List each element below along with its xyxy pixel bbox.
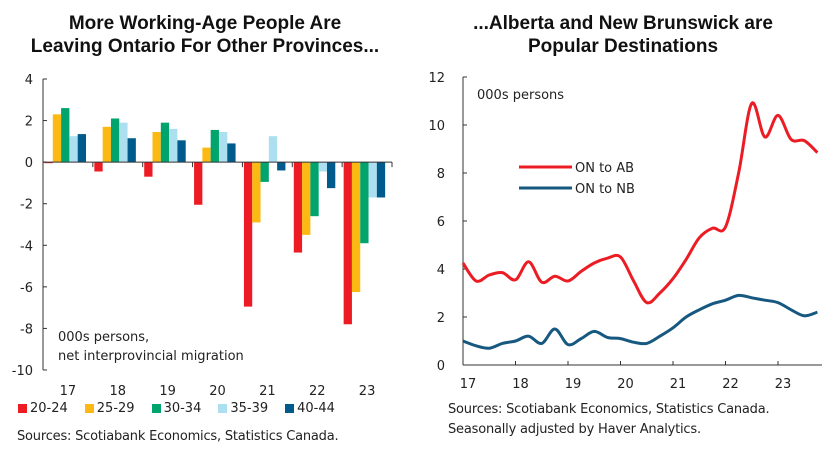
bar-30-34-23 bbox=[360, 162, 369, 244]
bar-35-39-21 bbox=[268, 136, 278, 163]
right-line-chart: 0 2 4 6 8 10 12 17 18 19 20 21 22 23 bbox=[428, 71, 822, 392]
legend-label-on-to-nb: ON to NB bbox=[575, 182, 635, 197]
legend-item: 40-44 bbox=[285, 401, 335, 416]
x-tick-label: 22 bbox=[722, 377, 739, 392]
bar-40-44-17 bbox=[77, 134, 86, 163]
legend-swatch bbox=[218, 404, 228, 413]
bar-20-24-21 bbox=[243, 162, 253, 307]
bar-40-44-19 bbox=[177, 140, 186, 163]
legend-label: 35-39 bbox=[230, 401, 269, 416]
left-annotation-line1: 000s persons, bbox=[58, 330, 149, 345]
legend-label: 30-34 bbox=[163, 401, 202, 416]
y-tick-label: 12 bbox=[428, 71, 445, 86]
y-tick-label: -4 bbox=[20, 239, 33, 254]
bar-20-24-19 bbox=[144, 162, 153, 177]
x-tick-label: 19 bbox=[159, 384, 176, 399]
legend-swatch bbox=[84, 404, 94, 413]
bar-35-39-20 bbox=[218, 132, 228, 163]
x-tick-label: 23 bbox=[359, 384, 376, 399]
legend-item: 30-34 bbox=[151, 401, 202, 416]
bar-20-24-17 bbox=[44, 162, 53, 164]
y-tick-label: 4 bbox=[437, 263, 445, 278]
left-title-line: More Working-Age People Are bbox=[68, 13, 342, 34]
right-title-line: ...Alberta and New Brunswick are bbox=[473, 13, 773, 34]
bar-20-24-18 bbox=[94, 162, 103, 172]
legend-swatch bbox=[151, 404, 161, 413]
y-tick-label: -10 bbox=[12, 364, 33, 379]
bar-35-39-18 bbox=[119, 122, 128, 163]
x-tick-label: 17 bbox=[60, 384, 77, 399]
left-source: Sources: Scotiabank Economics, Statistic… bbox=[17, 429, 339, 444]
bar-35-39-23 bbox=[368, 162, 377, 198]
y-tick-label: 10 bbox=[428, 119, 445, 134]
legend-label: 20-24 bbox=[30, 401, 68, 416]
y-tick-label: -8 bbox=[20, 322, 33, 337]
x-tick-label: 20 bbox=[209, 384, 226, 399]
bar-40-44-21 bbox=[277, 162, 286, 171]
y-tick-label: 4 bbox=[25, 73, 33, 88]
x-tick-label: 21 bbox=[670, 377, 687, 392]
right-annotation: 000s persons bbox=[477, 88, 564, 103]
bar-30-34-18 bbox=[110, 118, 120, 163]
left-annotation-line2: net interprovincial migration bbox=[58, 349, 244, 364]
bar-25-29-21 bbox=[252, 162, 261, 223]
left-chart-title: More Working-Age People Are Leaving Onta… bbox=[0, 12, 410, 58]
bar-40-44-23 bbox=[376, 162, 386, 198]
y-tick-label: -2 bbox=[20, 198, 33, 213]
bar-25-29-20 bbox=[202, 147, 211, 163]
right-chart-title: ...Alberta and New Brunswick are Popular… bbox=[418, 12, 828, 58]
y-tick-label: -6 bbox=[20, 281, 33, 296]
bar-35-39-19 bbox=[169, 128, 178, 163]
right-title-line: Popular Destinations bbox=[527, 36, 719, 57]
bar-25-29-22 bbox=[302, 162, 311, 235]
y-tick-label: 8 bbox=[437, 167, 445, 182]
bar-30-34-19 bbox=[160, 122, 170, 163]
legend-item: 35-39 bbox=[218, 401, 268, 416]
bar-35-39-17 bbox=[69, 136, 78, 163]
legend-label: 25-29 bbox=[96, 401, 135, 416]
bar-20-24-22 bbox=[293, 162, 303, 253]
y-tick-label: 6 bbox=[437, 215, 445, 230]
bar-25-29-17 bbox=[52, 114, 62, 163]
bar-30-34-17 bbox=[61, 108, 70, 163]
bar-25-29-23 bbox=[351, 162, 361, 293]
bar-20-24-23 bbox=[343, 162, 352, 325]
x-tick-label: 17 bbox=[460, 377, 477, 392]
bar-25-29-18 bbox=[102, 126, 111, 163]
left-title-line: Leaving Ontario For Other Provinces... bbox=[30, 36, 380, 57]
y-tick-label: 2 bbox=[25, 115, 33, 130]
left-legend: 20-24 25-29 30-34 35-39 40-44 bbox=[18, 401, 335, 416]
y-tick-label: 2 bbox=[437, 311, 445, 326]
x-tick-label: 22 bbox=[309, 384, 326, 399]
bar-25-29-19 bbox=[152, 132, 161, 163]
x-tick-label: 20 bbox=[617, 377, 634, 392]
right-source-line2: Seasonally adjusted by Haver Analytics. bbox=[448, 422, 701, 437]
line-on-to-ab bbox=[461, 101, 819, 305]
bar-35-39-22 bbox=[318, 162, 327, 172]
line-on-to-nb bbox=[462, 293, 818, 350]
x-tick-label: 19 bbox=[565, 377, 582, 392]
legend-swatch bbox=[18, 404, 27, 413]
legend-item: 25-29 bbox=[84, 401, 135, 416]
bar-40-44-22 bbox=[326, 162, 336, 189]
x-tick-label: 18 bbox=[512, 377, 529, 392]
y-tick-label: 0 bbox=[25, 156, 33, 171]
legend-item: 20-24 bbox=[18, 401, 68, 416]
bar-20-24-20 bbox=[194, 162, 203, 205]
bar-30-34-22 bbox=[310, 162, 319, 217]
legend-label-on-to-ab: ON to AB bbox=[575, 161, 634, 176]
x-tick-label: 21 bbox=[259, 384, 276, 399]
x-tick-label: 18 bbox=[110, 384, 127, 399]
bar-30-34-20 bbox=[210, 129, 219, 163]
bar-40-44-18 bbox=[127, 138, 136, 163]
legend-label: 40-44 bbox=[297, 401, 335, 416]
bar-30-34-21 bbox=[260, 162, 269, 182]
x-tick-label: 23 bbox=[775, 377, 792, 392]
bar-40-44-20 bbox=[227, 143, 236, 163]
right-source-line1: Sources: Scotiabank Economics, Statistic… bbox=[448, 402, 770, 417]
legend-swatch bbox=[285, 404, 295, 413]
y-tick-label: 0 bbox=[437, 359, 445, 374]
